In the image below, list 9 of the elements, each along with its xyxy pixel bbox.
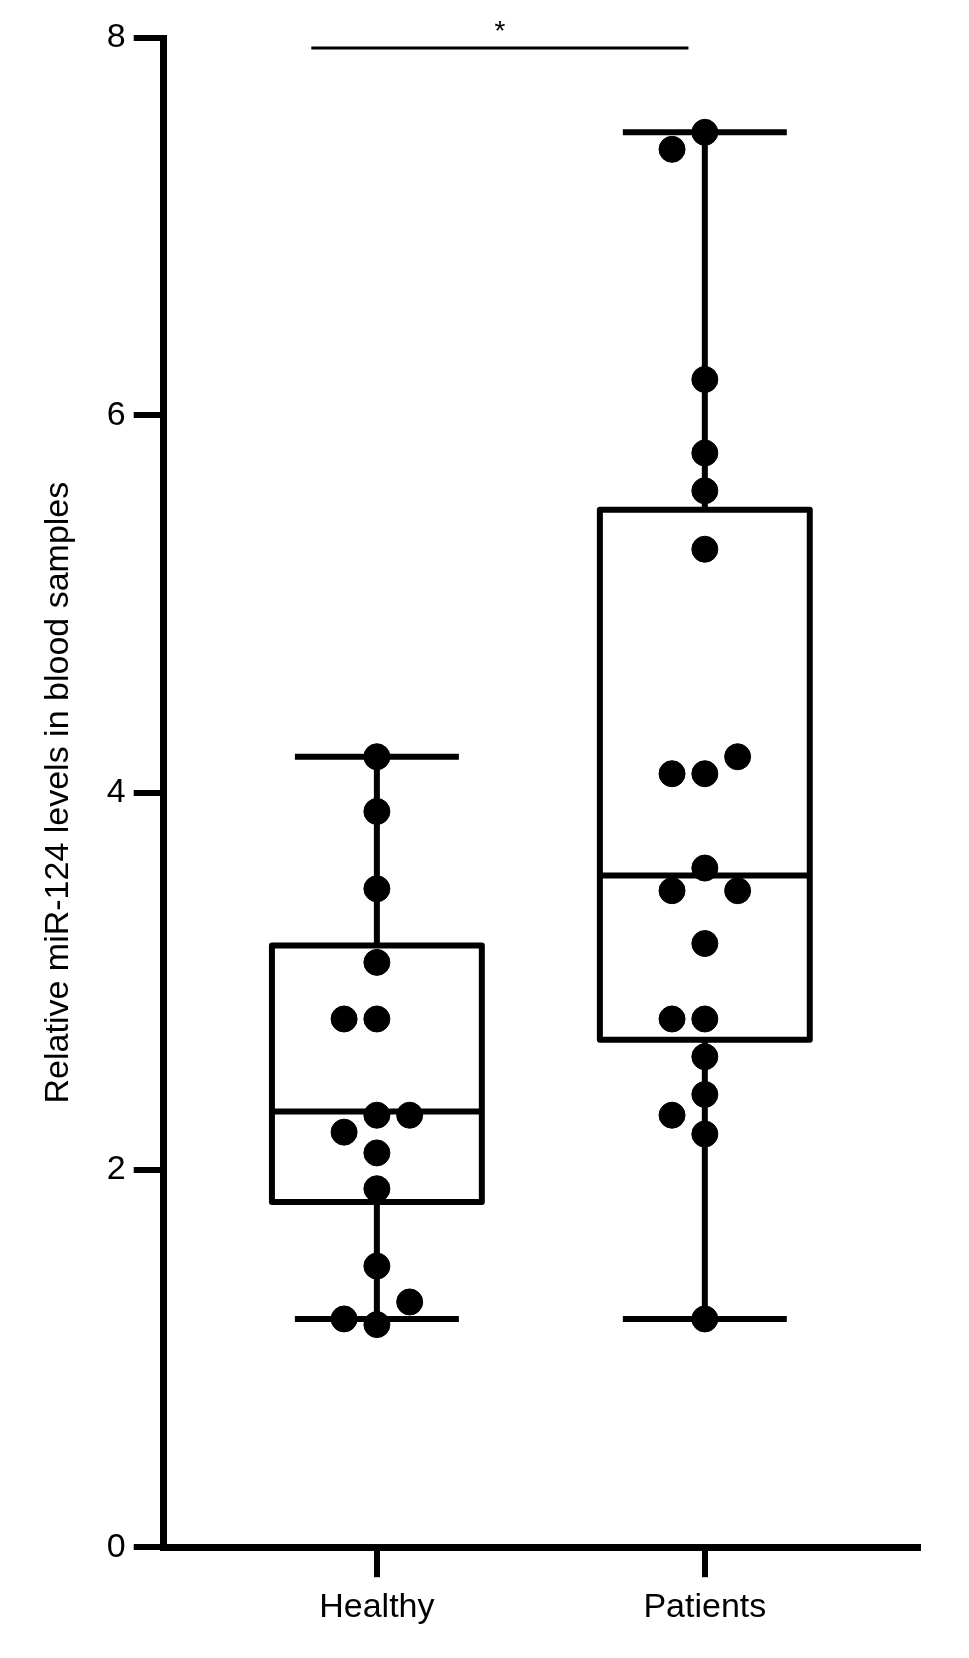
y-tick-label: 8 bbox=[106, 16, 126, 55]
y-tick-label: 0 bbox=[106, 1525, 126, 1564]
y-tick-label: 4 bbox=[106, 770, 126, 809]
y-tick-label: 6 bbox=[106, 393, 126, 432]
y-tick-label: 2 bbox=[106, 1148, 126, 1187]
x-tick-label: Patients bbox=[643, 1585, 767, 1624]
annotation: * bbox=[494, 14, 506, 46]
x-tick-label: Healthy bbox=[319, 1585, 435, 1624]
y-axis-title: Relative miR-124 levels in blood samples bbox=[36, 481, 75, 1104]
